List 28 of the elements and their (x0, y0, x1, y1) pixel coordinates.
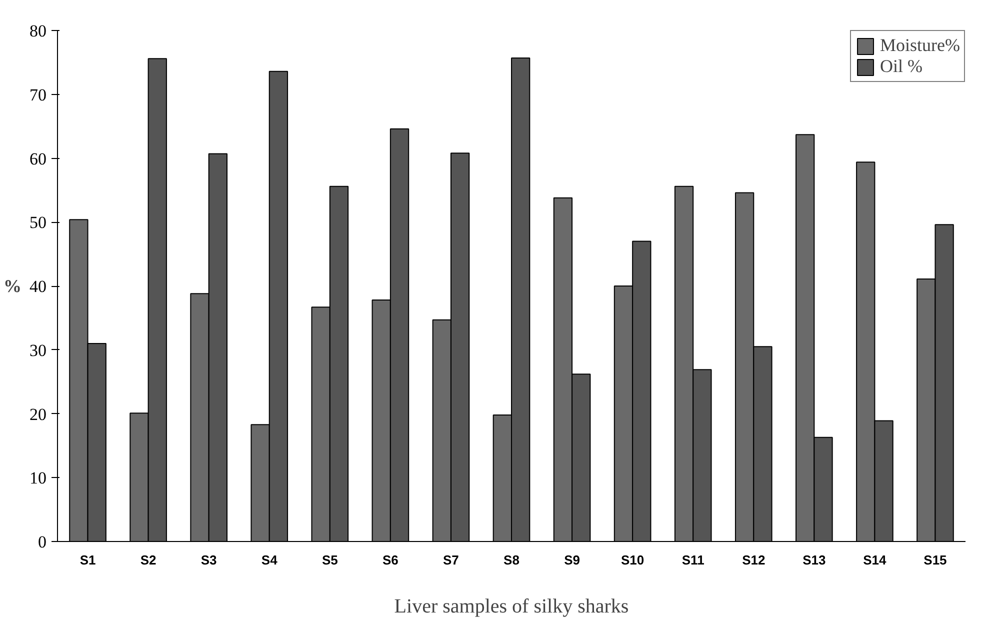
y-tick-label: 10 (30, 468, 46, 488)
y-axis-title: % (4, 276, 22, 296)
legend-label: Moisture% (880, 35, 960, 56)
y-tick-label: 80 (30, 22, 46, 40)
x-tick-label: S11 (682, 552, 704, 568)
x-tick-label: S2 (140, 552, 156, 568)
x-tick-label: S10 (621, 552, 644, 568)
x-tick-label: S15 (924, 552, 947, 568)
x-tick-label: S14 (863, 552, 888, 568)
x-tick-label: S7 (443, 552, 459, 568)
legend-label: Oil % (880, 56, 922, 77)
y-tick-label: 60 (30, 149, 46, 168)
x-tick-label: S9 (564, 552, 580, 568)
y-tick-label: 30 (30, 340, 46, 360)
x-tick-label: S12 (742, 552, 766, 568)
x-tick-label: S3 (200, 552, 217, 568)
x-axis-title: Liver samples of silky sharks (394, 596, 629, 618)
y-tick-label: 50 (30, 213, 46, 232)
x-tick-label: S4 (261, 552, 278, 568)
x-tick-label: S13 (802, 552, 826, 568)
y-tick-label: 70 (30, 85, 46, 104)
y-tick-label: 40 (30, 277, 46, 296)
x-tick-label: S5 (322, 552, 338, 568)
y-tick-label: 0 (38, 532, 46, 552)
y-tick-label: 20 (30, 404, 46, 424)
x-tick-label: S8 (504, 552, 520, 568)
x-tick-label: S6 (382, 552, 398, 568)
x-tick-label: S1 (80, 552, 96, 568)
